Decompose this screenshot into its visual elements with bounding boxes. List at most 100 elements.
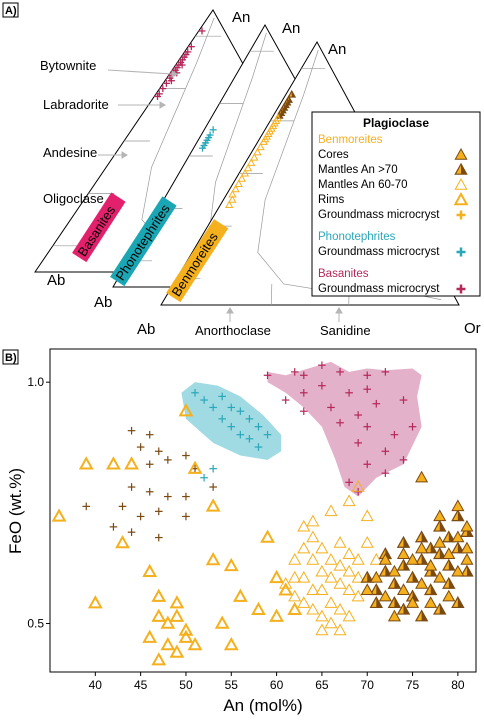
- legend-mantles-gt70-icon: [454, 162, 468, 175]
- ab-label-2: Ab: [94, 294, 112, 311]
- basanites-groundmass-point: [318, 381, 326, 390]
- legend-item-mantles-gt70: Mantles An >70: [318, 164, 398, 176]
- benmoreites-cores-point: [406, 596, 420, 608]
- legend-title: Plagioclase: [363, 116, 429, 130]
- phonotephrites-groundmass-point: [200, 396, 208, 404]
- benmoreites-cores-point: [433, 536, 447, 548]
- benmoreites-mantles-an-70-point-dark-half: [430, 584, 437, 595]
- benmoreites-cores-point: [460, 553, 474, 565]
- benmoreites-mantles-an-70-point: [460, 564, 474, 577]
- legend-cores-icon: [454, 147, 468, 160]
- ternary-benmoreite-point: [231, 184, 240, 193]
- panel-a-label: A): [5, 5, 17, 17]
- benmoreites-mantles-an-70-point-dark-half: [421, 531, 428, 542]
- benmoreites-mantles-an-70-point: [433, 602, 447, 615]
- benmoreites-mantles-an-60-70-point: [342, 564, 356, 577]
- panel-b: B) 40 45 50 55 60 65 70 75 80 0.5 1.0 An (mol%) Fe…: [2, 348, 477, 715]
- benmoreites-rims-point: [260, 529, 275, 543]
- benmoreites-rims-point: [205, 498, 221, 512]
- benmoreites-rims-point: [142, 629, 158, 643]
- benmoreites-mantles-an-60-70-point: [369, 553, 383, 565]
- benmoreites-mantles-an-70-point: [405, 570, 420, 583]
- ternary-basanites-point: [178, 61, 186, 69]
- benmoreites-mantles-an-70-point-dark-half: [448, 578, 455, 589]
- legend-group-phonotephrites: Phonotephrites: [318, 231, 396, 243]
- benmoreites-mantles-an-70-point: [396, 602, 411, 615]
- benmoreites-mantles-an-60-70-point: [342, 547, 356, 559]
- benmoreites-mantles-an-60-70-point: [297, 596, 311, 608]
- benmoreites-mantles-an-70-point-dark-half: [439, 520, 446, 532]
- benmoreites-rims-point: [205, 551, 221, 566]
- alkali-boundary: [270, 283, 273, 306]
- benmoreites-rims-point: [178, 629, 194, 643]
- benmoreites-mantles-an-70-point-dark-half: [439, 603, 446, 615]
- benmoreites-groundmass-point: [127, 426, 136, 435]
- benmoreites-rims-point: [178, 403, 194, 417]
- benmoreites-cores-point: [406, 553, 420, 565]
- phonotephrites-groundmass-point: [263, 430, 272, 439]
- phonotephrites-groundmass-point: [254, 422, 263, 431]
- x-tick-label: 70: [361, 678, 375, 692]
- benmoreites-groundmass-point: [164, 456, 172, 464]
- ternary-basanites-point: [187, 43, 195, 51]
- benmoreites-mantles-an-70-point-dark-half: [412, 590, 419, 601]
- benmoreites-cores-point: [378, 553, 392, 565]
- benmoreites-mantles-an-60-70-point: [297, 570, 311, 583]
- pointer-sanidine-head: [335, 307, 343, 314]
- benmoreites-mantles-an-70-point: [451, 595, 465, 609]
- benmoreites-mantles-an-70-point: [414, 609, 429, 622]
- ternary-benmoreite-point-dark-half: [283, 104, 288, 111]
- benmoreites-groundmass-point: [154, 533, 163, 542]
- benmoreites-mantles-an-70-point-dark-half: [421, 554, 428, 565]
- benmoreites-mantles-an-70-point-dark-half: [457, 510, 464, 521]
- benmoreites-cores-point: [415, 470, 429, 483]
- benmoreites-mantles-an-60-70-point: [324, 570, 338, 583]
- benmoreites-cores-point: [424, 596, 438, 608]
- x-tick-label: 50: [179, 678, 193, 692]
- benmoreites-mantles-an-70-point: [378, 564, 393, 577]
- panel-b-label-box: [2, 349, 19, 365]
- legend-rims-icon: [453, 191, 469, 206]
- benmoreites-mantles-an-60-70-point: [306, 514, 320, 527]
- benmoreites-mantles-an-60-70-point: [333, 558, 347, 571]
- tag-benmoreites-bg: [166, 219, 229, 303]
- ternary-benmoreite-point: [253, 147, 262, 156]
- legend-item-rims: Rims: [318, 194, 344, 206]
- benmoreites-cores-point: [460, 541, 474, 554]
- benmoreites-mantles-an-60-70-point: [324, 616, 338, 629]
- benmoreites-mantles-an-60-70-point: [351, 589, 365, 602]
- pointer-bytownite: [107, 69, 173, 75]
- basanites-groundmass-point: [399, 396, 408, 404]
- ab-label-3: Ab: [137, 321, 155, 338]
- benmoreites-mantles-an-60-70-point: [333, 602, 347, 615]
- benmoreites-rims-point: [87, 595, 103, 609]
- benmoreites-groundmass-point: [109, 523, 118, 531]
- benmoreites-rims-point: [124, 456, 139, 470]
- benmoreites-cores-point: [433, 570, 447, 583]
- benmoreites-mantles-an-60-70-point: [315, 564, 329, 577]
- pointer-andesine-head: [121, 151, 128, 159]
- benmoreites-mantles-an-60-70-point: [315, 623, 329, 636]
- legend-benmoreite-plus-icon: [456, 210, 466, 220]
- benmoreites-mantles-an-70-point-dark-half: [394, 578, 401, 589]
- phonotephrites-groundmass-point: [254, 443, 263, 451]
- benmoreites-mantles-an-70-point-dark-half: [385, 565, 392, 577]
- ternary-benmoreite-point-dark-half: [282, 106, 286, 113]
- benmoreites-rims-point: [169, 608, 185, 622]
- x-axis-label: An (mol%): [223, 696, 302, 715]
- ternary-benmoreite-point: [287, 89, 297, 98]
- phonotephrites-groundmass-point: [209, 464, 217, 473]
- ternary-basanites-point: [159, 85, 167, 93]
- x-tick-label: 65: [315, 678, 329, 692]
- legend-phonotephrite-plus-icon: [456, 247, 466, 257]
- benmoreites-groundmass-point: [209, 483, 217, 491]
- benmoreites-groundmass-point: [182, 512, 190, 521]
- benmoreites-rims-point: [51, 508, 67, 522]
- benmoreites-rims-point: [151, 588, 167, 602]
- ternary-basanites-point: [162, 79, 170, 87]
- benmoreites-rims-point: [115, 534, 130, 549]
- y-tick-label: 1.0: [27, 375, 44, 389]
- benmoreites-groundmass-point: [127, 483, 136, 491]
- basanites-groundmass-point: [363, 385, 372, 394]
- scatter-points: [51, 361, 474, 666]
